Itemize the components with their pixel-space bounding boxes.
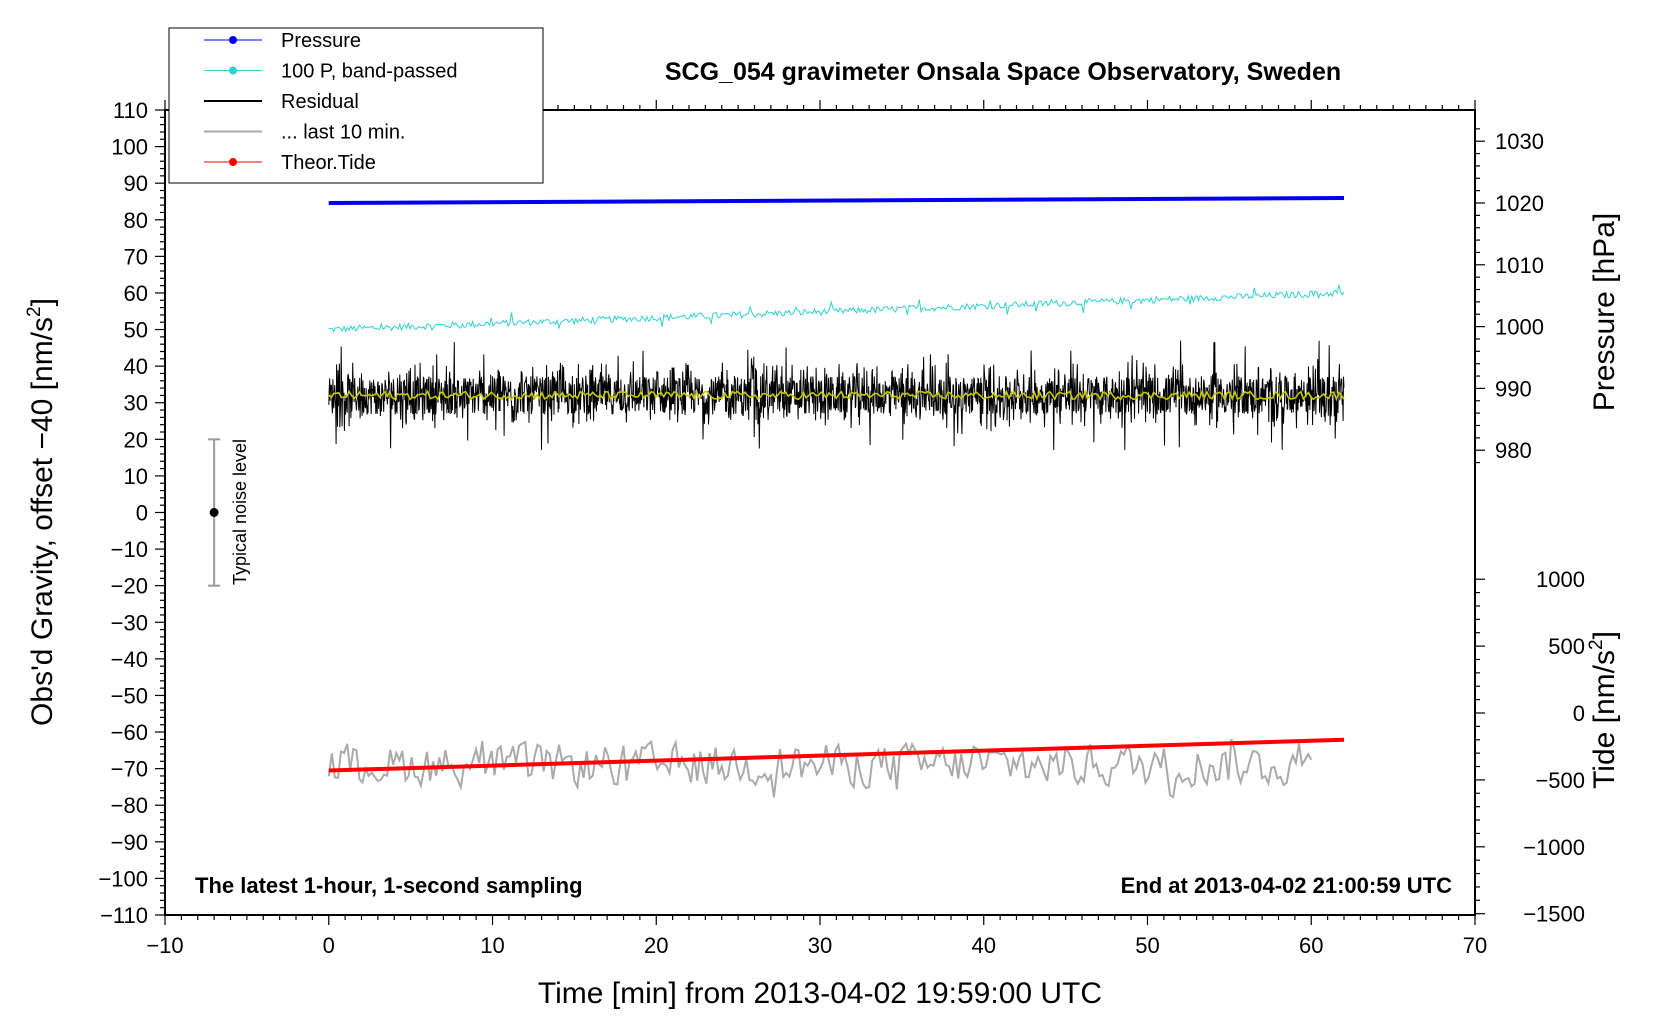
y-tick-label: 40 — [124, 354, 148, 379]
legend-label: Theor.Tide — [281, 152, 376, 174]
typical-noise-bar — [208, 438, 221, 587]
tide-tick-label: 1000 — [1536, 567, 1585, 592]
chart-title: SCG_054 gravimeter Onsala Space Observat… — [665, 58, 1341, 86]
tide-tick-label: 500 — [1548, 634, 1585, 659]
pressure-tick-label: 990 — [1495, 376, 1532, 401]
y-axis-title: Obs'd Gravity, offset −40 [nm/s2] — [24, 298, 59, 726]
sampling-note: The latest 1-hour, 1-second sampling — [195, 873, 583, 898]
legend-swatch-marker — [229, 66, 237, 75]
y-axis-gravity: −110−100−90−80−70−60−50−40−30−20−1001020… — [98, 98, 165, 928]
y-tick-label: −90 — [111, 830, 148, 855]
residual-smoothed-series — [328, 389, 1345, 402]
bandpassed-pressure-series — [328, 284, 1345, 333]
legend-label: Pressure — [281, 30, 361, 52]
tide-tick-label: −1000 — [1523, 835, 1585, 860]
y-tick-label: 100 — [111, 135, 148, 160]
y-tick-label: 60 — [124, 281, 148, 306]
y-tick-label: 20 — [124, 427, 148, 452]
y-axis-tide: −1500 −1000 −500 0 500 1000 — [1475, 567, 1585, 927]
pressure-tick-label: 1010 — [1495, 253, 1544, 278]
legend-box — [168, 27, 544, 184]
last-10-min-series — [327, 738, 1313, 799]
end-time-note: End at 2013-04-02 21:00:59 UTC — [1121, 873, 1452, 898]
x-tick-label: 10 — [480, 933, 504, 958]
x-tick-label: 40 — [972, 933, 996, 958]
y-tick-label: 50 — [124, 318, 148, 343]
x-tick-label: 60 — [1299, 933, 1323, 958]
tide-axis-title: Tide [nm/s2] — [1586, 631, 1621, 789]
y-tick-label: −100 — [98, 866, 148, 891]
y-tick-label: 110 — [113, 98, 148, 123]
y-tick-label: −30 — [111, 610, 148, 635]
y-tick-label: 70 — [124, 244, 148, 269]
legend-swatch-marker — [229, 158, 237, 166]
x-axis: −10 0 10 20 30 40 50 60 70 — [146, 100, 1487, 958]
y-tick-label: −20 — [111, 574, 148, 599]
legend-label: Residual — [281, 91, 359, 113]
legend: Pressure 100 P, band-passed Residual ... la… — [168, 27, 544, 184]
x-tick-label: 0 — [323, 933, 335, 958]
x-tick-label: −10 — [146, 933, 183, 958]
legend-label: ... last 10 min. — [281, 122, 406, 144]
y-tick-label: 0 — [136, 501, 148, 526]
legend-swatch-marker — [229, 36, 237, 44]
pressure-tick-label: 1000 — [1495, 315, 1544, 340]
pressure-tick-label: 980 — [1495, 438, 1532, 463]
y-tick-label: −10 — [111, 537, 148, 562]
y-tick-label: −50 — [111, 683, 148, 708]
pressure-axis-title: Pressure [hPa] — [1588, 213, 1621, 411]
y-tick-label: 30 — [124, 391, 148, 416]
pressure-series — [328, 196, 1345, 205]
tide-tick-label: −1500 — [1523, 902, 1585, 927]
tide-tick-label: −500 — [1535, 768, 1585, 793]
theoretical-tide-series — [328, 737, 1345, 773]
y-axis-pressure: 980 990 1000 1010 1020 1030 — [1475, 128, 1544, 463]
tide-tick-label: 0 — [1573, 701, 1585, 726]
x-tick-label: 20 — [644, 933, 668, 958]
y-tick-label: −60 — [111, 720, 148, 745]
x-tick-label: 30 — [808, 933, 832, 958]
y-tick-label: 80 — [124, 208, 148, 233]
y-tick-label: −40 — [111, 647, 148, 672]
y-tick-label: −80 — [111, 793, 148, 818]
y-tick-label: −110 — [100, 903, 148, 928]
residual-series — [328, 340, 1345, 451]
plot-frame — [164, 109, 1476, 916]
y-tick-label: 90 — [124, 171, 148, 196]
x-axis-title: Time [min] from 2013-04-02 19:59:00 UTC — [538, 977, 1102, 1010]
y-tick-label: −70 — [111, 757, 148, 782]
legend-label: 100 P, band-passed — [281, 61, 457, 83]
noise-bar-center-dot — [209, 508, 219, 517]
pressure-tick-label: 1020 — [1495, 191, 1544, 216]
pressure-tick-label: 1030 — [1495, 129, 1544, 154]
y-tick-label: 10 — [124, 464, 148, 489]
x-tick-label: 50 — [1135, 933, 1159, 958]
data-series — [327, 196, 1345, 799]
x-tick-label: 70 — [1463, 933, 1487, 958]
noise-label: Typical noise level — [230, 439, 250, 585]
